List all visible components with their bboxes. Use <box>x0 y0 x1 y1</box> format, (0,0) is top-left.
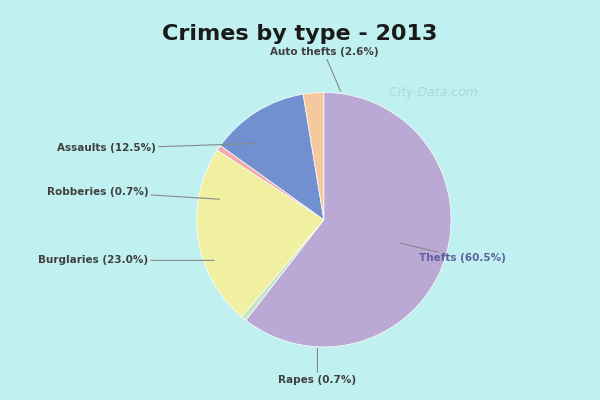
Text: Robberies (0.7%): Robberies (0.7%) <box>47 187 219 199</box>
Text: Rapes (0.7%): Rapes (0.7%) <box>278 348 356 385</box>
Text: Burglaries (23.0%): Burglaries (23.0%) <box>38 255 214 266</box>
Text: Thefts (60.5%): Thefts (60.5%) <box>400 243 506 263</box>
Text: Auto thefts (2.6%): Auto thefts (2.6%) <box>269 47 378 91</box>
Wedge shape <box>220 94 324 220</box>
Text: City-Data.com: City-Data.com <box>381 86 478 99</box>
Text: Crimes by type - 2013: Crimes by type - 2013 <box>163 24 437 44</box>
Wedge shape <box>303 92 324 220</box>
Wedge shape <box>217 146 324 220</box>
Wedge shape <box>242 220 324 320</box>
Text: Assaults (12.5%): Assaults (12.5%) <box>57 144 255 154</box>
Wedge shape <box>197 150 324 317</box>
Wedge shape <box>246 92 451 347</box>
